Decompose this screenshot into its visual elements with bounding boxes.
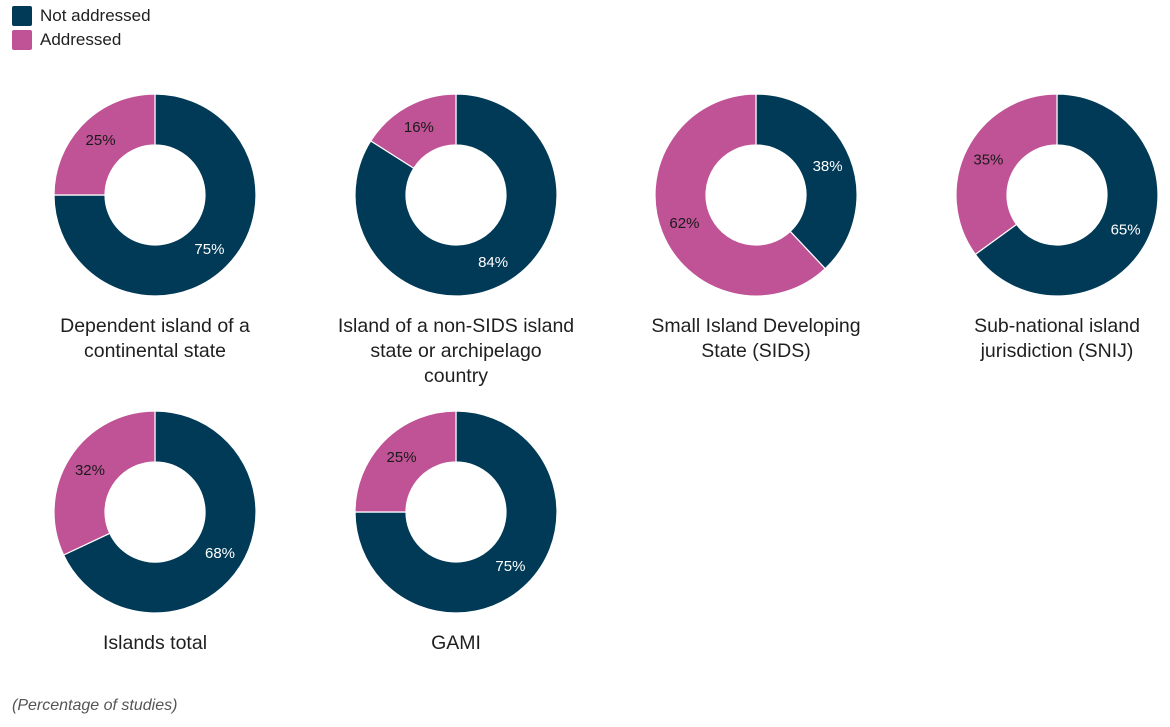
slice-label-not-addressed: 75%: [495, 558, 525, 575]
legend-swatch-addressed: [12, 30, 32, 50]
legend-swatch-not-addressed: [12, 6, 32, 26]
slice-label-not-addressed: 75%: [194, 241, 224, 258]
chart-title-line: Islands total: [103, 632, 207, 654]
legend-item-addressed: Addressed: [12, 28, 151, 52]
slice-label-addressed: 35%: [973, 152, 1003, 169]
chart-title-line: Sub-national island: [974, 315, 1140, 337]
donut-slice-addressed: [955, 93, 1058, 256]
chart-title-line: GAMI: [431, 632, 481, 654]
chart-title-line: Dependent island of a: [60, 315, 250, 337]
chart-title-line: State (SIDS): [701, 340, 810, 362]
slice-label-addressed: 32%: [75, 462, 105, 479]
slice-label-not-addressed: 84%: [478, 254, 508, 271]
slice-label-not-addressed: 68%: [205, 545, 235, 562]
chart-title-line: Island of a non-SIDS island: [338, 315, 574, 337]
donut-chart-5: 68% 32% Islands total: [53, 410, 257, 654]
legend: Not addressed Addressed: [12, 4, 151, 52]
slice-label-not-addressed: 38%: [813, 158, 843, 175]
legend-label-not-addressed: Not addressed: [40, 6, 151, 25]
chart-title-line: continental state: [84, 340, 226, 362]
slice-label-not-addressed: 65%: [1111, 221, 1141, 238]
legend-item-not-addressed: Not addressed: [12, 4, 151, 28]
donut-slice-addressed: [354, 410, 457, 513]
donut-slice-not-addressed: [62, 410, 257, 614]
slice-label-addressed: 16%: [404, 119, 434, 136]
chart-title-line: Small Island Developing: [651, 315, 860, 337]
donut-slice-addressed: [654, 93, 826, 297]
donut-chart-1: 75% 25% Dependent island of a continental s…: [53, 93, 257, 362]
slice-label-addressed: 62%: [669, 215, 699, 232]
chart-title-line: jurisdiction (SNIJ): [980, 340, 1134, 362]
donut-slice-addressed: [53, 93, 156, 196]
donut-chart-2: 84% 16% Island of a non-SIDS island state o…: [338, 93, 574, 387]
slice-label-addressed: 25%: [86, 132, 116, 149]
footnote: (Percentage of studies): [12, 697, 178, 714]
chart-title-line: state or archipelago: [370, 340, 541, 362]
donut-slice-not-addressed: [354, 93, 558, 297]
donut-slice-not-addressed: [755, 93, 858, 270]
donut-chart-6: 75% 25% GAMI: [354, 410, 558, 654]
donut-slice-not-addressed: [53, 93, 257, 297]
donut-slice-not-addressed: [354, 410, 558, 614]
donut-slice-addressed: [369, 93, 457, 170]
donut-chart-4: 65% 35% Sub-national island jurisdiction (S…: [955, 93, 1159, 362]
donut-slice-addressed: [53, 410, 156, 556]
slice-label-addressed: 25%: [387, 449, 417, 466]
donut-slice-not-addressed: [974, 93, 1159, 297]
legend-label-addressed: Addressed: [40, 30, 122, 49]
chart-title-line: country: [424, 365, 488, 387]
donut-chart-3: 38% 62% Small Island Developing State (SIDS…: [651, 93, 861, 362]
